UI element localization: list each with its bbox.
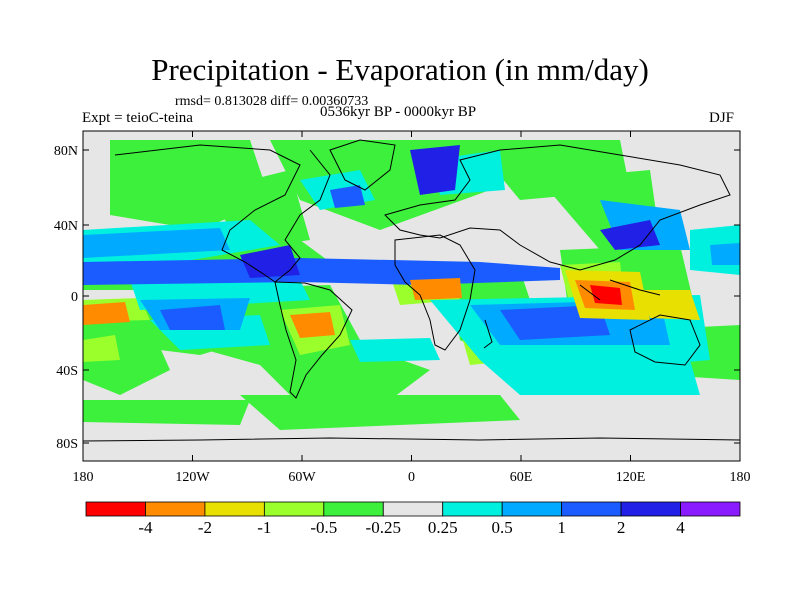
coastlines (83, 139, 740, 442)
colorbar-swatch (680, 501, 741, 517)
lon-tick-label: 120W (175, 470, 210, 485)
colorbar-label: -0.5 (310, 518, 337, 537)
lon-tick-label: 60E (510, 470, 533, 485)
colorbar-label: -2 (198, 518, 212, 537)
colorbar-label: 1 (557, 518, 566, 537)
colorbar-label: 4 (676, 518, 685, 537)
colorbar-swatch (620, 501, 681, 517)
colorbar-label: 0.25 (428, 518, 458, 537)
colorbar-label: 2 (617, 518, 626, 537)
colorbar-label: -0.25 (366, 518, 401, 537)
colorbar-swatch (263, 501, 325, 517)
lat-tick-label: 80S (56, 437, 78, 452)
map-title: Precipitation - Evaporation (in mm/day) (151, 52, 649, 87)
colorbar: -4 -2 -1 -0.5 -0.25 0.25 0.5 1 2 4 (85, 501, 741, 537)
lon-tick-label: 60W (288, 470, 316, 485)
colorbar-label: 0.5 (492, 518, 513, 537)
colorbar-swatch (442, 501, 503, 517)
colorbar-label: -1 (257, 518, 271, 537)
lat-tick-label: 40N (54, 219, 78, 234)
season-label: DJF (709, 110, 735, 126)
lat-tick-label: 0 (71, 290, 78, 305)
lon-tick-label: 0 (408, 470, 415, 485)
colorbar-swatch (145, 501, 206, 517)
period-label: 0536kyr BP - 0000kyr BP (320, 104, 477, 120)
colorbar-label: -4 (138, 518, 153, 537)
colorbar-swatch (204, 501, 265, 517)
stats-label: rmsd= 0.813028 diff= 0.00360733 (175, 94, 369, 109)
colorbar-swatch (323, 501, 384, 517)
pe-contour-field (83, 140, 740, 430)
lat-tick-label: 40S (56, 364, 78, 379)
lon-tick-label: 120E (616, 470, 646, 485)
colorbar-swatch (501, 501, 563, 517)
colorbar-swatch (382, 501, 444, 517)
longitude-ticks: 180 120W 60W 0 60E 120E 180 (73, 131, 751, 485)
lat-tick-label: 80N (54, 144, 78, 159)
lon-tick-label: 180 (730, 470, 751, 485)
colorbar-swatch (85, 501, 146, 517)
colorbar-swatch (561, 501, 622, 517)
latitude-ticks: 80N 40N 0 40S 80S (54, 144, 740, 452)
lon-tick-label: 180 (73, 470, 94, 485)
experiment-label: Expt = teioC-teina (82, 110, 193, 126)
